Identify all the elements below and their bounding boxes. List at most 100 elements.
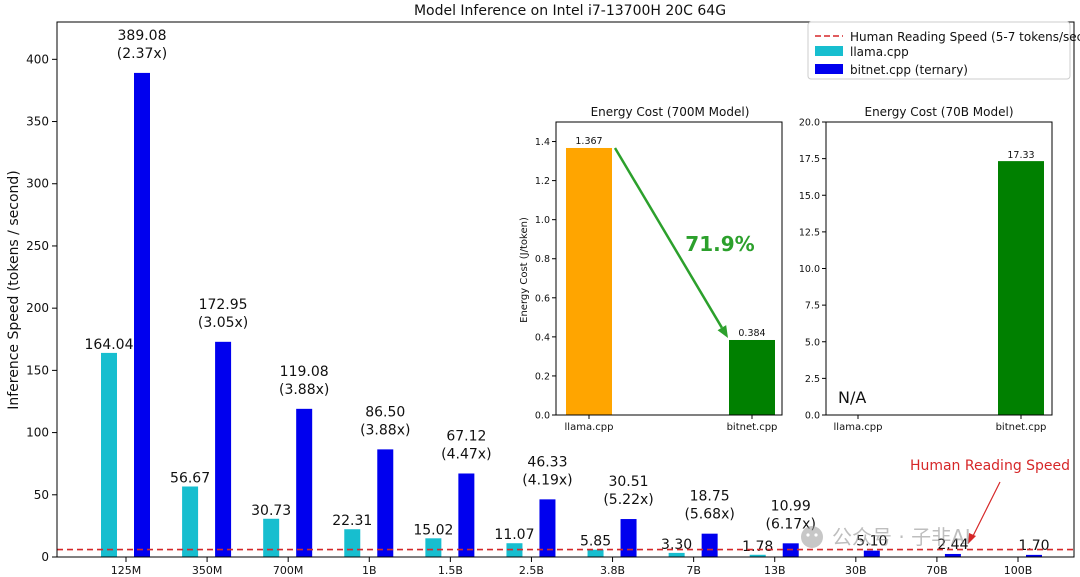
inset1-frame [555, 121, 783, 416]
bitnet-speedup-label: (4.19x) [522, 472, 572, 488]
inset1-y-tick-label: 0.6 [535, 293, 550, 304]
inset1-x-axis: llama.cpp bitnet.cpp [565, 415, 777, 433]
bitnet-bar [539, 499, 556, 557]
main-y-tick-label: 350 [26, 115, 49, 129]
inset2-y-tick-label: 2.5 [805, 374, 820, 385]
main-bars [101, 72, 1042, 557]
llama-bar-label: 22.31 [332, 513, 372, 529]
main-x-tick-label: 1B [362, 564, 377, 577]
inset1-bar-label: 1.367 [575, 136, 602, 147]
bitnet-bar [620, 519, 637, 557]
bitnet-bar-label: 389.08 [118, 28, 167, 44]
inset2-y-axis: 0.0 2.5 5.0 7.5 10.0 12.5 15.0 17.5 20.0 [799, 118, 826, 422]
llama-bar [506, 543, 523, 557]
inset1-bar [566, 147, 612, 415]
legend-bitnet-swatch [815, 64, 843, 74]
annotation-arrow [971, 481, 1001, 539]
legend-llama-swatch [815, 46, 843, 56]
bitnet-bar-label: 119.08 [280, 364, 329, 380]
legend: Human Reading Speed (5-7 tokens/sec) lla… [807, 21, 1080, 80]
bitnet-bar [377, 449, 394, 557]
bitnet-bar [863, 550, 880, 557]
bitnet-bar [944, 553, 961, 557]
main-y-tick-label: 0 [41, 550, 49, 564]
main-plot-frame [56, 21, 1075, 558]
main-y-tick-label: 300 [26, 177, 49, 191]
bitnet-bar-label: 1.70 [1018, 538, 1049, 554]
bitnet-speedup-label: (6.17x) [766, 516, 816, 532]
bitnet-bar-label: 5.10 [856, 534, 887, 550]
legend-box [807, 21, 1071, 80]
main-x-tick-label: 30B [845, 564, 867, 577]
llama-bar-label: 56.67 [170, 470, 210, 486]
inset1-y-axis-label: Energy Cost (J/token) [519, 217, 530, 323]
inset1-y-tick-label: 1.2 [535, 176, 550, 187]
bitnet-bar [701, 533, 718, 557]
bitnet-bar-label: 67.12 [446, 428, 486, 444]
reduction-arrow-head [717, 325, 728, 338]
llama-bar [425, 538, 442, 557]
inset1-y-tick-label: 1.0 [535, 215, 550, 226]
main-y-tick-label: 200 [26, 301, 49, 315]
llama-bar-label: 15.02 [413, 522, 453, 538]
main-y-axis-label: Inference Speed (tokens / second) [6, 170, 22, 410]
main-x-tick-label: 13B [764, 564, 786, 577]
inset2-bar-label: 17.33 [1007, 150, 1034, 161]
main-y-axis: 0 50 100 150 200 250 300 350 400 [26, 52, 57, 564]
llama-bar [263, 518, 280, 557]
human-reading-speed-annotation: Human Reading Speed [910, 458, 1070, 474]
bitnet-speedup-label: (5.68x) [684, 507, 734, 523]
inset1-y-tick-label: 0.4 [535, 332, 550, 343]
llama-bar-label: 5.85 [580, 534, 611, 550]
inset2-y-tick-label: 15.0 [799, 191, 820, 202]
inset2-title: Energy Cost (70B Model) [864, 105, 1013, 119]
main-x-tick-label: 700M [273, 564, 304, 577]
inset1-title: Energy Cost (700M Model) [591, 105, 750, 119]
main-x-tick-label: 2.5B [519, 564, 544, 577]
main-chart-title: Model Inference on Intel i7-13700H 20C 6… [414, 3, 726, 19]
inset1-x-tick-label: llama.cpp [565, 422, 614, 433]
na-label: N/A [838, 388, 866, 407]
bitnet-bar-label: 172.95 [199, 297, 248, 313]
main-y-tick-label: 100 [26, 426, 49, 440]
bitnet-bar [1026, 554, 1042, 557]
main-y-tick-label: 50 [34, 488, 49, 502]
bitnet-bar-label: 18.75 [690, 489, 730, 505]
llama-bar-label: 3.30 [661, 537, 692, 553]
inset2-y-tick-label: 10.0 [799, 264, 820, 275]
legend-reference-label: Human Reading Speed (5-7 tokens/sec) [850, 30, 1080, 44]
main-x-tick-label: 350M [192, 564, 223, 577]
bitnet-speedup-label: (3.05x) [198, 315, 248, 331]
main-x-tick-label: 100B [1004, 564, 1033, 577]
inset2-frame [825, 121, 1053, 416]
bitnet-bar [215, 341, 232, 557]
llama-bar [587, 549, 604, 557]
bitnet-bar [134, 72, 150, 557]
llama-bar [344, 529, 361, 557]
llama-bar-label: 164.04 [85, 337, 134, 353]
inset1-bar [729, 339, 775, 415]
inset2-x-axis: llama.cpp bitnet.cpp [834, 415, 1046, 433]
main-y-tick-label: 400 [26, 52, 49, 66]
bitnet-bar [458, 473, 475, 557]
bitnet-bar-label: 46.33 [527, 454, 567, 470]
inset1-bars: 1.367 0.384 [566, 136, 775, 415]
bitnet-bar-label: 86.50 [365, 404, 405, 420]
inset2-y-tick-label: 0.0 [805, 411, 820, 422]
llama-bar-label: 1.78 [742, 539, 773, 555]
inset1-bar-label: 0.384 [738, 328, 765, 339]
inset1-y-tick-label: 0.0 [535, 411, 550, 422]
bitnet-bar [296, 408, 313, 557]
reduction-percentage: 71.9% [685, 232, 754, 256]
main-x-tick-label: 1.5B [438, 564, 463, 577]
wechat-icon [801, 526, 823, 548]
inset1-y-axis: 0.0 0.2 0.4 0.6 0.8 1.0 1.2 1.4 [535, 137, 556, 422]
bitnet-speedup-label: (4.47x) [441, 446, 491, 462]
legend-bitnet-label: bitnet.cpp (ternary) [850, 63, 968, 77]
inset2-bars: 17.33 [998, 150, 1044, 415]
llama-bar [101, 352, 117, 557]
bitnet-speedup-label: (5.22x) [603, 492, 653, 508]
main-x-tick-label: 7B [686, 564, 701, 577]
main-x-tick-label: 70B [926, 564, 948, 577]
